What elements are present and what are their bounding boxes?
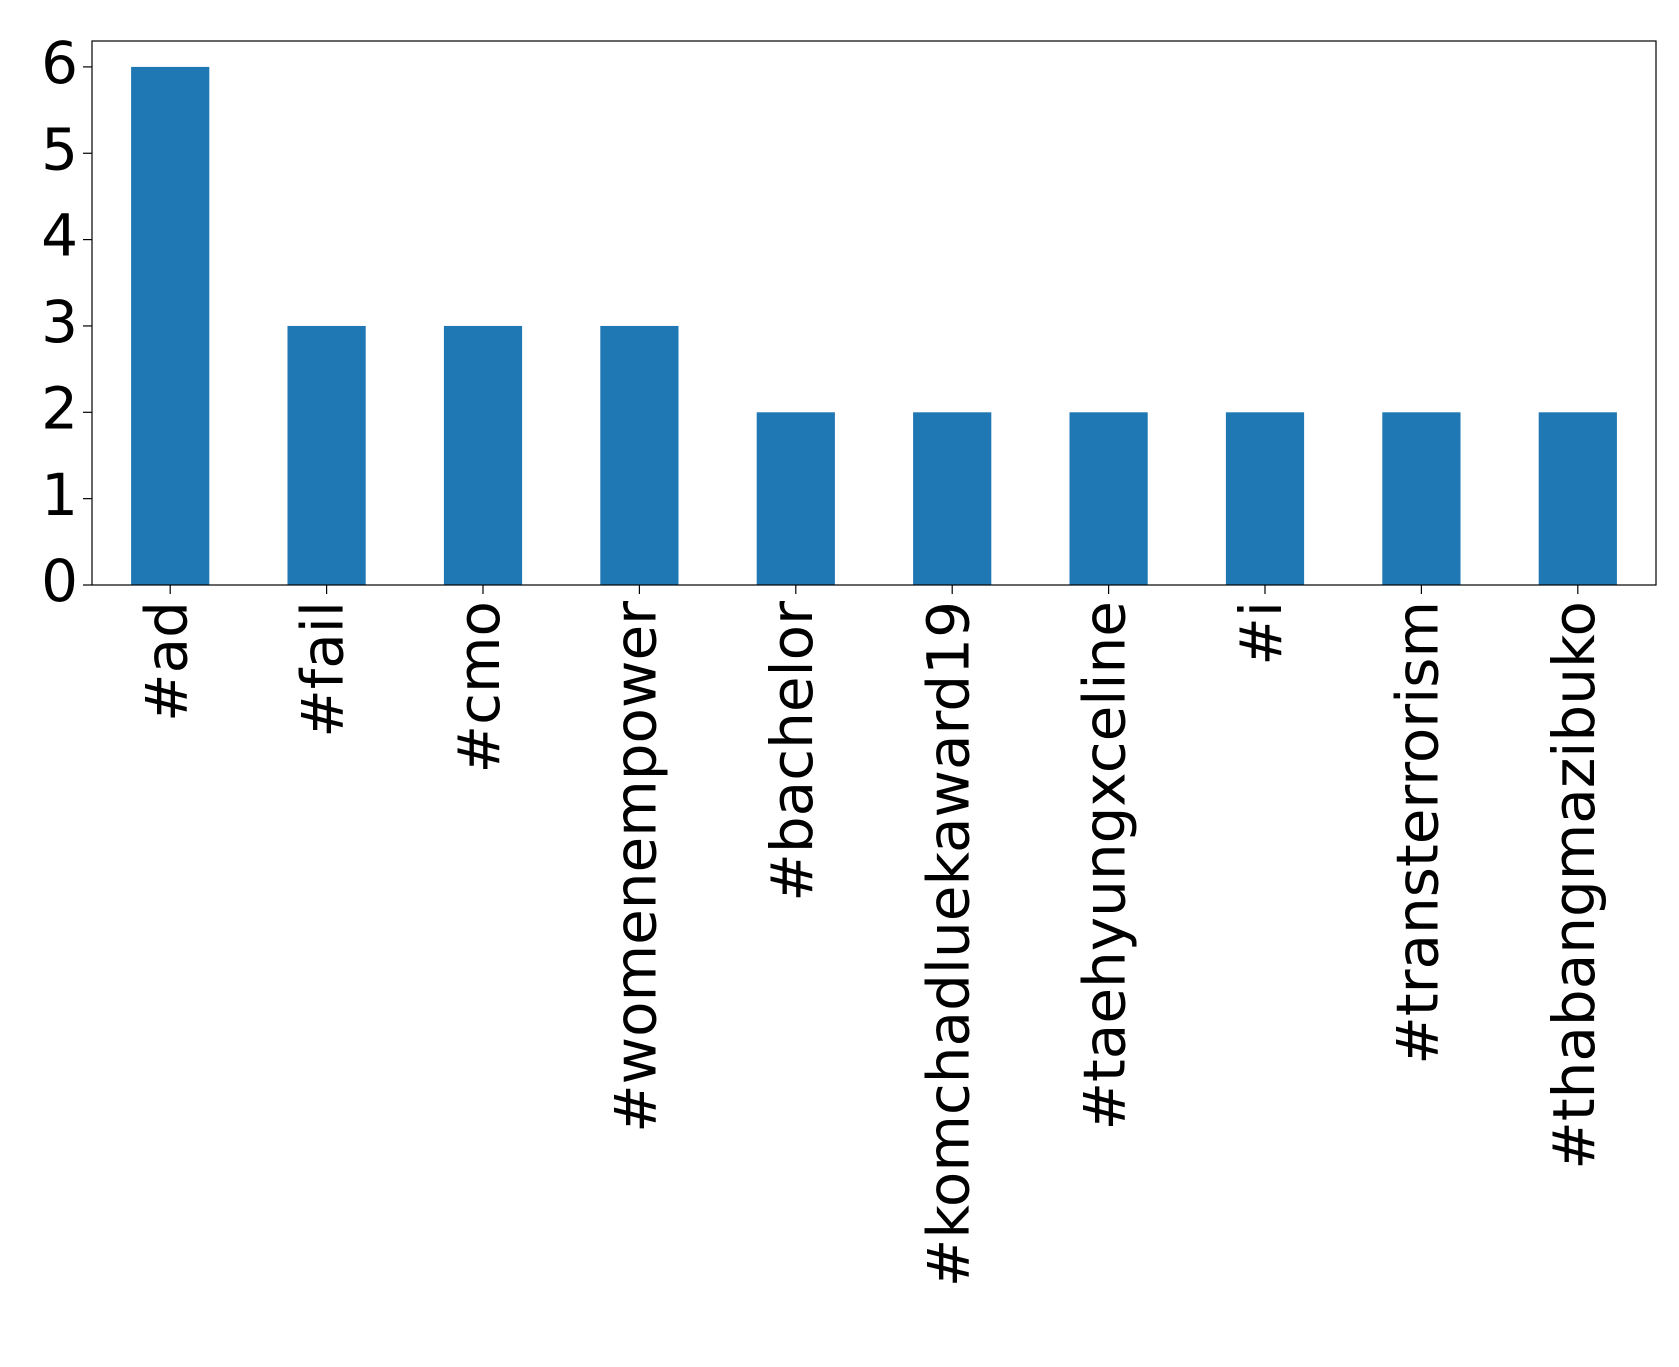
x-tick-label: #fail [289,601,357,738]
plot-frame [91,40,1657,586]
bar [131,66,210,585]
y-tick-label: 5 [41,115,78,183]
y-tick-label: 1 [41,461,78,529]
x-tick-label: #womenempower [602,601,670,1133]
x-tick-label: #transterrorism [1384,601,1452,1065]
x-tick-label: #i [1227,601,1295,666]
bar [1382,412,1461,585]
bar [913,412,992,585]
x-tick-label: #bachelor [758,601,826,902]
bar [1225,412,1305,585]
x-tick-label: #komchadluekaward19 [914,601,982,1287]
bar [600,325,679,585]
y-tick-label: 6 [41,29,78,97]
y-tick-label: 3 [41,288,78,356]
bar [756,412,835,585]
x-tick-label: #cmo [445,601,513,773]
x-tick-label: #thabangmazibuko [1540,601,1608,1170]
bar [287,325,366,585]
y-tick-label: 2 [41,374,78,442]
y-tick-label: 4 [41,202,78,270]
x-tick-label: #ad [132,601,200,722]
y-tick-label: 0 [41,547,78,615]
x-tick-label: #taehyungxceline [1071,601,1139,1131]
bar [1538,412,1617,585]
bar [443,325,523,585]
bar [1069,412,1148,585]
